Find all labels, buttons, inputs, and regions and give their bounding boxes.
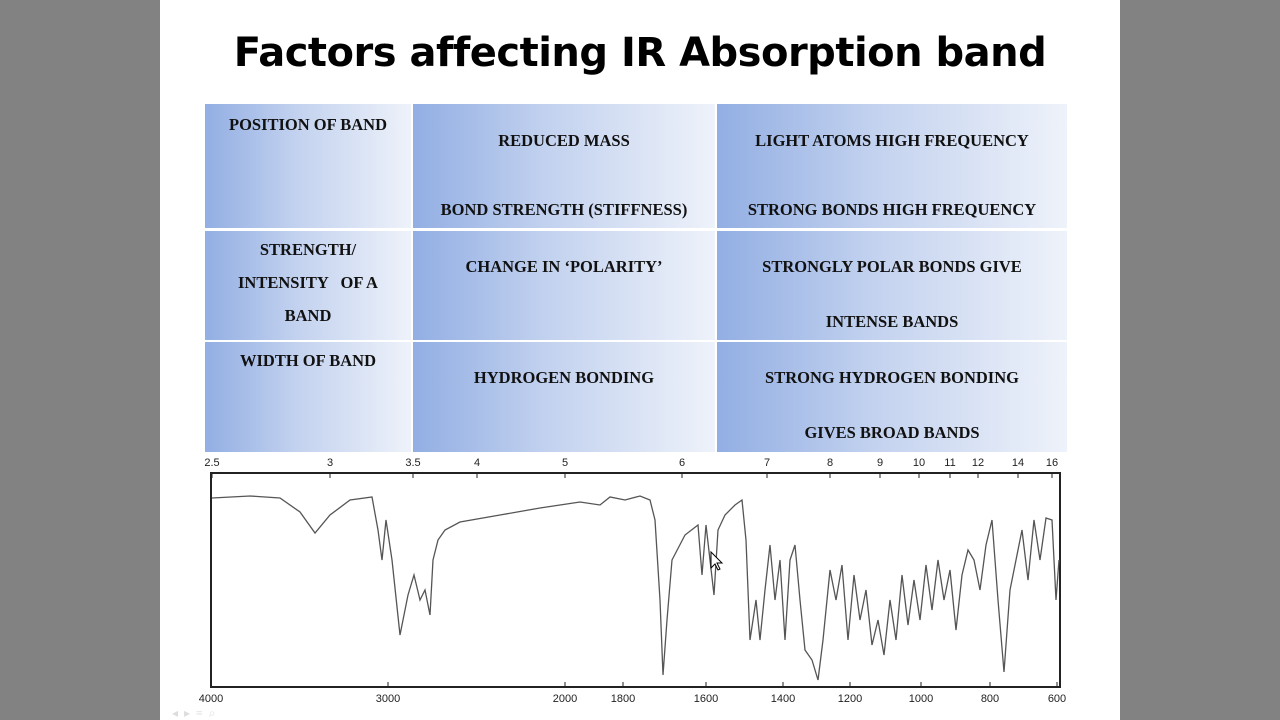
axis-tick-label: 1800 <box>611 693 635 705</box>
axis-tick-label: 14 <box>1012 457 1024 469</box>
axis-tick-label: 4 <box>474 457 480 469</box>
axis-tick-label: 4000 <box>199 693 223 705</box>
axis-tick-label: 1400 <box>771 693 795 705</box>
cell-factor-intensity: STRENGTH/ INTENSITY OF A BAND <box>205 231 411 340</box>
axis-tick-label: 11 <box>944 457 955 469</box>
cell-text: INTENSE BANDS <box>825 312 959 331</box>
cell-text: POSITION OF BAND <box>229 115 387 134</box>
cell-effect-position: LIGHT ATOMS HIGH FREQUENCY STRONG BONDS … <box>717 104 1067 228</box>
cell-cause-width: HYDROGEN BONDING <box>413 342 715 452</box>
spectrum-frame <box>210 472 1061 688</box>
cell-text: HYDROGEN BONDING <box>473 368 655 387</box>
cell-effect-intensity: STRONGLY POLAR BONDS GIVE INTENSE BANDS <box>717 231 1067 340</box>
cell-text: STRONGLY POLAR BONDS GIVE <box>762 257 1022 276</box>
cell-text: STRONG BONDS HIGH FREQUENCY <box>747 200 1037 219</box>
cell-text: BOND STRENGTH (STIFFNESS) <box>440 200 688 219</box>
axis-tick-label: 6 <box>679 457 685 469</box>
cell-factor-width: WIDTH OF BAND <box>205 342 411 452</box>
cell-effect-width: STRONG HYDROGEN BONDING GIVES BROAD BAND… <box>717 342 1067 452</box>
axis-tick-label: 3 <box>327 457 333 469</box>
axis-tick-label: 1000 <box>909 693 933 705</box>
cell-cause-position: REDUCED MASS BOND STRENGTH (STIFFNESS) <box>413 104 715 228</box>
cell-text: STRENGTH/ <box>259 240 357 259</box>
axis-tick-label: 9 <box>877 457 883 469</box>
cell-text: GIVES BROAD BANDS <box>804 423 980 442</box>
cell-text: BAND <box>284 306 332 325</box>
slide-title: Factors affecting IR Absorption band <box>233 30 1047 76</box>
cell-text: STRONG HYDROGEN BONDING <box>765 368 1019 387</box>
mouse-cursor-icon <box>710 550 724 571</box>
bottom-axis-ticks: 4000 3000 2000 1800 1600 1400 1200 1000 800 600 <box>199 682 1066 705</box>
axis-tick-label: 16 <box>1046 457 1058 469</box>
cell-text: REDUCED MASS <box>498 131 630 150</box>
axis-tick-label: 5 <box>562 457 568 469</box>
axis-tick-label: 2.5 <box>204 457 219 469</box>
axis-tick-label: 12 <box>972 457 984 469</box>
axis-tick-label: 3000 <box>376 693 400 705</box>
axis-tick-label: 1200 <box>838 693 862 705</box>
cell-text: LIGHT ATOMS HIGH FREQUENCY <box>755 131 1029 150</box>
slide: Factors affecting IR Absorption band POS… <box>160 0 1120 720</box>
axis-tick-label: 7 <box>764 457 770 469</box>
axis-tick-label: 800 <box>981 693 999 705</box>
axis-tick-label: 2000 <box>553 693 577 705</box>
spectrum-trace <box>211 495 1060 681</box>
cell-text: CHANGE IN ‘POLARITY’ <box>465 257 663 276</box>
cell-text: INTENSITY OF A <box>238 273 378 292</box>
axis-tick-label: 10 <box>913 457 925 469</box>
slideshow-nav-icons[interactable]: ◂▸≡⌕ <box>172 706 222 720</box>
axis-tick-label: 3.5 <box>405 457 420 469</box>
axis-tick-label: 8 <box>827 457 833 469</box>
axis-tick-label: 600 <box>1048 693 1066 705</box>
cell-factor-position: POSITION OF BAND <box>205 104 411 228</box>
cell-cause-intensity: CHANGE IN ‘POLARITY’ <box>413 231 715 340</box>
cell-text: WIDTH OF BAND <box>240 351 376 370</box>
top-axis-ticks: 2.5 3 3.5 4 5 6 7 8 9 10 11 12 14 16 <box>204 457 1058 478</box>
axis-tick-label: 1600 <box>694 693 718 705</box>
